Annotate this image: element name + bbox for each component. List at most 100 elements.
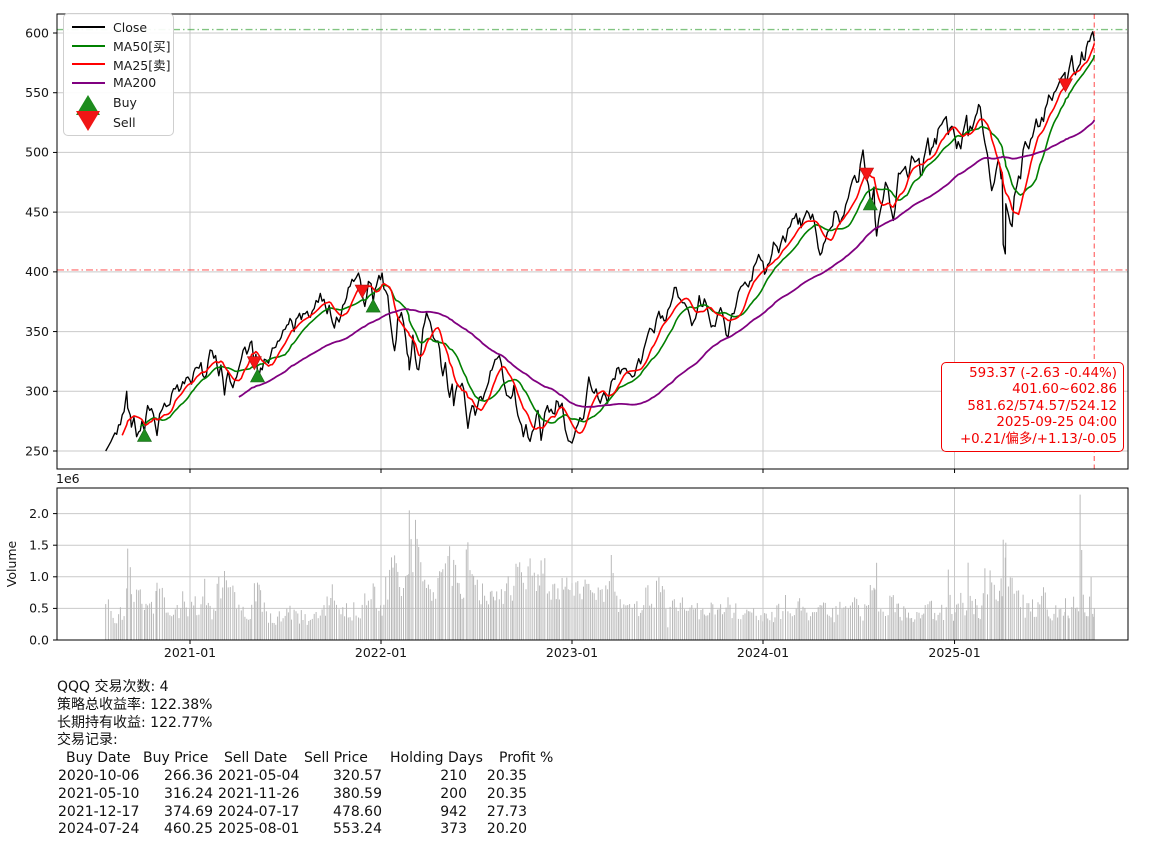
legend-item-sell: Sell xyxy=(70,110,167,132)
trade-cell: 373 xyxy=(440,821,467,838)
x-tick-label: 2025-01 xyxy=(928,645,980,660)
legend-item-ma200: MA200 xyxy=(70,74,167,93)
trade-cell: 2021-05-10 xyxy=(58,785,140,802)
legend-item-ma25: MA25[卖] xyxy=(70,55,171,74)
x-tick-label: 2024-01 xyxy=(737,645,789,660)
table-row: 2024-07-24 460.25 2025-08-01 553.24 373 20.20 xyxy=(57,821,657,839)
ma25-line xyxy=(121,43,1096,436)
table-row: 2021-12-17 374.69 2024-07-17 478.60 942 27.73 xyxy=(57,804,657,822)
trade-cell: 210 xyxy=(440,767,467,784)
price-tick-label: 550 xyxy=(25,85,49,100)
trade-cell: 316.24 xyxy=(164,785,213,802)
reference-lines xyxy=(57,14,1128,469)
buy-marker xyxy=(365,298,381,313)
buyhold-return-line: 长期持有收益: 122.77% xyxy=(57,714,213,731)
legend-item-label: MA50[买] xyxy=(113,39,171,55)
legend-swatch xyxy=(70,81,106,84)
trade-records-label: 交易记录: xyxy=(57,732,118,749)
sell-marker xyxy=(354,284,370,299)
trade-cell: 2021-11-26 xyxy=(218,785,300,802)
trade-header-cell: Holding Days xyxy=(390,750,483,767)
legend-item-close: Close xyxy=(70,18,167,37)
trade-cell: 20.35 xyxy=(486,767,527,784)
price-tick-label: 600 xyxy=(25,25,49,40)
trade-cell: 2025-08-01 xyxy=(218,821,300,838)
volume-offset-label: 1e6 xyxy=(56,471,80,486)
sell-marker xyxy=(1057,78,1073,93)
trade-header-cell: Buy Price xyxy=(143,750,209,767)
trade-cell: 2024-07-24 xyxy=(58,821,140,838)
sell-triangle-icon xyxy=(76,110,100,131)
trade-count-line: QQQ 交易次数: 4 xyxy=(57,679,169,695)
table-row: 2020-10-06 266.36 2021-05-04 320.57 210 20.35 xyxy=(57,768,657,786)
legend-item-buy: Buy xyxy=(70,92,167,115)
legend-item-label: Close xyxy=(113,19,148,35)
legend-swatch xyxy=(70,63,106,66)
price-tick-label: 250 xyxy=(25,443,49,458)
legend-item-label: MA25[卖] xyxy=(113,57,171,73)
x-tick-label: 2023-01 xyxy=(546,645,598,660)
legend-line-swatch xyxy=(71,26,105,29)
trade-cell: 27.73 xyxy=(486,803,527,820)
ma200-line xyxy=(238,119,1096,408)
volume-tick-label: 0.0 xyxy=(29,632,49,647)
trade-cell: 200 xyxy=(440,785,467,802)
trade-records-table: Buy Date Buy Price Sell Date Sell Price Hold… xyxy=(57,750,657,839)
legend-line-swatch xyxy=(71,44,105,47)
table-header-row: Buy Date Buy Price Sell Date Sell Price Hold… xyxy=(57,750,657,768)
annotation-date-line: 2025-09-25 04:00 xyxy=(996,415,1117,431)
volume-tick-label: 1.5 xyxy=(29,538,49,553)
price-tick-label: 300 xyxy=(25,384,49,399)
quote-annotation-box: 593.37 (-2.63 -0.44%) 401.60~602.86 581.… xyxy=(941,362,1124,453)
trade-cell: 942 xyxy=(440,803,467,820)
trade-cell: 20.20 xyxy=(486,821,527,838)
trade-cell: 320.57 xyxy=(333,767,382,784)
legend-item-label: Buy xyxy=(113,94,137,110)
volume-bars xyxy=(105,494,1095,640)
volume-tick-label: 2.0 xyxy=(29,506,49,521)
price-tick-label: 400 xyxy=(25,264,49,279)
trade-header-cell: Buy Date xyxy=(66,750,131,767)
price-tick-label: 500 xyxy=(25,145,49,160)
sell-markers xyxy=(246,78,1073,371)
legend-item-label: Sell xyxy=(113,114,136,130)
volume-axis-title: Volume xyxy=(4,540,19,587)
price-tick-label: 350 xyxy=(25,324,49,339)
trade-header-cell: Sell Price xyxy=(304,750,368,767)
buy-marker xyxy=(136,427,152,442)
legend-line-swatch xyxy=(71,63,105,66)
volume-tick-label: 1.0 xyxy=(29,569,49,584)
trade-cell: 2021-12-17 xyxy=(58,803,140,820)
annotation-signal-line: +0.21/偏多/+1.13/-0.05 xyxy=(959,431,1117,447)
volume-tick-label: 0.5 xyxy=(29,601,49,616)
annotation-price-line: 593.37 (-2.63 -0.44%) xyxy=(969,366,1117,381)
trade-cell: 374.69 xyxy=(164,803,213,820)
trade-cell: 460.25 xyxy=(164,821,213,838)
legend-marker-swatch xyxy=(70,110,106,131)
trade-cell: 2021-05-04 xyxy=(218,767,300,784)
sell-marker xyxy=(246,356,262,371)
backtest-stats: QQQ 交易次数: 4 策略总收益率: 122.38% 长期持有收益: 122.… xyxy=(57,679,657,839)
legend-marker-swatch xyxy=(70,94,106,115)
x-tick-label: 2021-01 xyxy=(164,645,216,660)
ma50-line xyxy=(139,54,1096,428)
x-tick-label: 2022-01 xyxy=(355,645,407,660)
price-tick-label: 450 xyxy=(25,204,49,219)
chart-legend: Close MA50[买] MA25[卖] MA200 Buy Sell xyxy=(63,13,174,136)
trade-cell: 20.35 xyxy=(486,785,527,802)
trade-header-cell: Profit % xyxy=(499,750,554,767)
trade-cell: 380.59 xyxy=(333,785,382,802)
buy-markers xyxy=(136,196,878,442)
table-row: 2021-05-10 316.24 2021-11-26 380.59 200 20.35 xyxy=(57,786,657,804)
sell-marker xyxy=(859,167,875,182)
trade-cell: 2024-07-17 xyxy=(218,803,300,820)
trade-cell: 266.36 xyxy=(164,767,213,784)
buy-triangle-icon xyxy=(76,94,100,115)
axes: 250 300 350 400 450 500 550 600 0.0 0.5 1.0 1.5 2.0 2… xyxy=(4,13,1129,660)
legend-item-label: MA200 xyxy=(113,75,157,91)
legend-line-swatch xyxy=(71,81,105,84)
trade-cell: 478.60 xyxy=(333,803,382,820)
trade-cell: 2020-10-06 xyxy=(58,767,140,784)
legend-swatch xyxy=(70,44,106,47)
